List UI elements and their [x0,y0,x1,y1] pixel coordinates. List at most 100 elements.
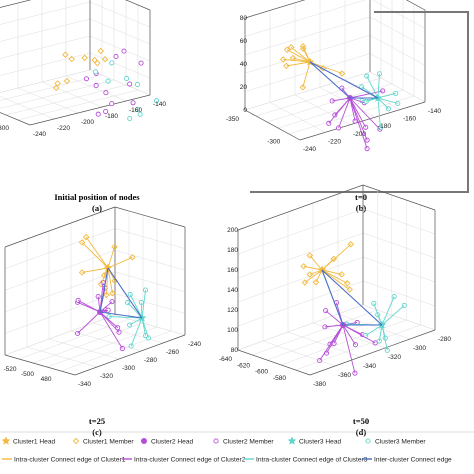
legend-label: Inter-cluster Connect edge [374,457,452,464]
intra-edge-cluster1 [107,256,133,269]
intra-edge-cluster1 [321,269,342,275]
z-tick-label: 180 [227,247,238,254]
z-tick-label: 0 [243,107,247,114]
intra-edge-cluster1 [321,269,350,290]
y-tick-label: -220 [57,125,70,132]
intra-edge-cluster2 [349,97,365,104]
cluster1-member [306,252,314,259]
frame-edge [374,11,469,162]
cluster1-member [299,84,307,91]
intra-edge-cluster1 [100,267,109,285]
intra-edge-cluster1 [81,242,109,269]
x-tick-label: -580 [273,375,286,382]
cluster1-member [109,289,116,297]
legend-item-edge-1: Intra-cluster Connect edge of Cluster1 [2,457,126,464]
intra-edge-cluster2 [342,324,356,374]
intra-edge-cluster2 [349,97,368,141]
intra-edge-cluster1 [107,267,113,294]
panel-caption-label: (a) [92,203,102,213]
intra-edge-cluster1 [315,269,323,283]
cluster1-member [283,46,291,54]
intra-edge-cluster2 [342,324,356,345]
z-tick-label: 140 [227,287,238,294]
cluster1-member [129,254,136,261]
x-tick-label: -520 [3,366,16,373]
y-tick-label: -280 [438,336,451,343]
cluster2-member [130,100,136,106]
intra-edge-cluster2 [349,97,367,128]
inter-cluster-edge [99,267,109,313]
cluster3-member [128,343,134,349]
intra-edge-cluster1 [106,267,109,295]
legend-label: Cluster1 Head [13,439,55,446]
legend-marker [141,438,147,444]
y-tick-label: -320 [388,354,401,361]
intra-edge-cluster3 [377,97,389,110]
inter-cluster-edge [309,61,379,99]
cluster2-member [127,81,133,87]
cluster2-member [95,111,101,117]
x-tick-label: -300 [0,125,9,132]
intra-edge-cluster2 [319,324,344,361]
intra-edge-cluster2 [324,324,344,328]
intra-edge-cluster2 [99,301,113,313]
cluster1-member [94,59,101,67]
legend-label: Intra-cluster Connect edge of Cluster1 [14,457,126,464]
intra-edge-cluster3 [140,302,143,319]
intra-edge-cluster2 [99,311,123,349]
y-tick-label: -340 [363,363,376,370]
legend-item-edge-3: Intra-cluster Connect edge of Cluster3 [244,457,368,464]
intra-edge-cluster3 [141,290,146,319]
intra-edge-cluster1 [304,269,323,283]
y-tick-label: -240 [188,341,201,348]
z-tick-label: 80 [231,347,239,354]
y-tick-label: -340 [78,381,91,388]
legend-label: Intra-cluster Connect edge of Cluster3 [256,457,368,464]
legend-item-cluster2-member: Cluster2 Member [213,438,274,446]
intra-edge-cluster1 [107,246,115,269]
z-tick-label: 100 [227,327,238,334]
cluster3-member [109,60,115,66]
intra-edge-cluster3 [373,303,383,326]
y-tick-label: -160 [403,116,416,123]
y-tick-label: -200 [81,119,94,126]
intra-edge-cluster3 [377,97,381,128]
legend-item-cluster3-member: Cluster3 Member [365,438,426,446]
y-tick-label: -380 [313,381,326,388]
legend-label: Cluster1 Member [83,439,134,446]
inter-cluster-edge [321,269,383,326]
panel-a: -300-350-240-220-200-180-160-140Initial … [0,0,166,213]
intra-edge-cluster2 [342,324,363,336]
x-tick-label: -600 [255,369,268,376]
legend: Cluster1 Head Cluster1 Member Cluster2 Hea… [0,431,474,464]
legend-label: Intra-cluster Connect edge of Cluster2 [134,457,246,464]
intra-edge-cluster2 [97,296,101,313]
y-tick-label: -320 [100,373,113,380]
y-tick-label: -300 [122,365,135,372]
cluster1-member [68,55,75,63]
legend-item-edge-4: Inter-cluster Connect edge [362,457,452,464]
y-tick-label: -180 [378,123,391,130]
intra-edge-cluster3 [130,317,143,347]
intra-edge-cluster2 [99,311,120,333]
cluster1-member [300,263,307,270]
cluster1-member [111,243,118,251]
intra-edge-cluster3 [381,296,395,326]
cluster3-member [154,98,160,104]
y-tick-label: -140 [153,101,166,108]
cluster3-member [124,75,130,82]
intra-edge-cluster1 [292,57,311,63]
cluster1-member [101,55,109,63]
cluster1-member [312,278,320,286]
legend-marker [1,436,11,445]
legend-item-cluster1-member: Cluster1 Member [72,437,134,446]
cluster3-member [137,111,143,117]
z-tick-label: 200 [227,227,238,234]
intra-edge-cluster3 [365,324,383,336]
y-tick-label: -200 [353,131,366,138]
panel-caption-title: t=50 [353,416,369,426]
legend-label: Cluster2 Member [223,439,274,446]
intra-edge-cluster3 [366,97,379,102]
y-tick-label: -220 [328,138,341,145]
y-tick-label: -160 [129,107,142,114]
